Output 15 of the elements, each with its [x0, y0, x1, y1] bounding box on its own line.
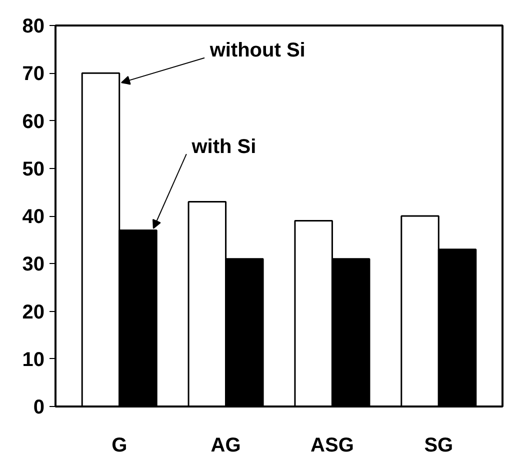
x-tick-label: SG	[424, 434, 454, 456]
y-tick-label: 0	[33, 396, 44, 418]
x-tick-label: AG	[210, 434, 241, 456]
text: with Si	[190, 136, 256, 158]
y-tick-label: 20	[22, 301, 45, 324]
y-tick-label: 30	[22, 254, 45, 276]
y-tick-label: 60	[22, 110, 45, 133]
y-tick-label: 80	[22, 16, 45, 38]
text: without Si	[208, 40, 306, 62]
x-tick-label: ASG	[310, 434, 354, 456]
x-tick-label: G	[112, 434, 128, 456]
y-tick-label: 70	[22, 63, 45, 86]
y-tick-label: 50	[22, 158, 45, 180]
y-tick-label: 10	[22, 348, 45, 371]
y-tick-label: 40	[22, 206, 45, 228]
